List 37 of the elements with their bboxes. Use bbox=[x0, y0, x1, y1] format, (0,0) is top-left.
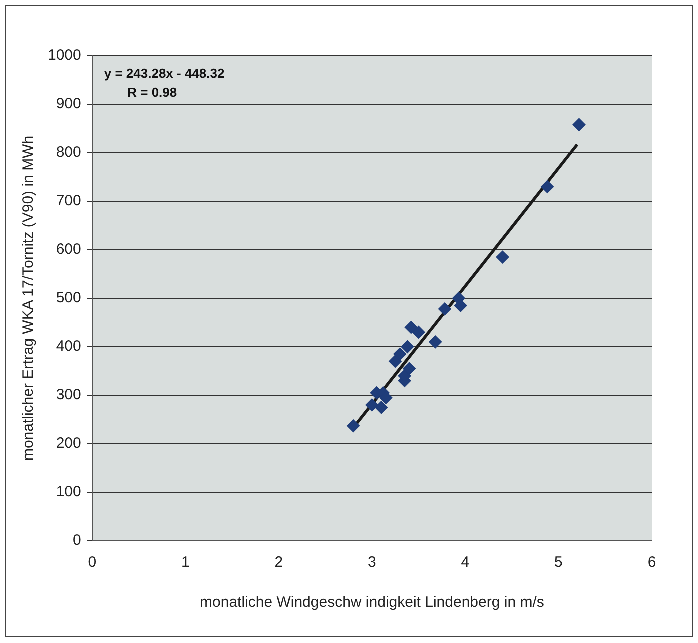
point bbox=[401, 340, 414, 354]
y-tick-label: 0 bbox=[73, 532, 82, 550]
point bbox=[454, 299, 468, 312]
point bbox=[438, 302, 452, 316]
y-tick-label: 300 bbox=[56, 386, 82, 404]
point bbox=[389, 355, 402, 368]
point bbox=[412, 326, 426, 339]
point bbox=[429, 336, 442, 349]
x-tick-label: 4 bbox=[461, 554, 470, 572]
y-tick-label: 1000 bbox=[48, 47, 82, 64]
point bbox=[572, 118, 586, 132]
x-tick-label: 3 bbox=[368, 554, 376, 572]
annotation: R = 0.98 bbox=[128, 85, 178, 100]
point bbox=[347, 420, 360, 433]
point bbox=[402, 362, 416, 376]
x-tick-label: 1 bbox=[181, 554, 190, 572]
x-tick-label: 5 bbox=[554, 554, 563, 572]
point bbox=[366, 398, 379, 412]
x-tick-label: 0 bbox=[88, 554, 97, 572]
y-tick-label: 900 bbox=[56, 96, 82, 113]
y-axis-title: monatlicher Ertrag WKA 17/Tornitz (V90) in MWh bbox=[20, 136, 38, 462]
point bbox=[375, 401, 388, 414]
y-tick-label: 800 bbox=[56, 144, 82, 162]
annotation: y = 243.28x - 448.32 bbox=[104, 66, 225, 82]
y-tick-label: 500 bbox=[56, 290, 82, 307]
x-axis-title: monatliche Windgeschw indigkeit Lindenberg in m/s bbox=[200, 594, 544, 612]
y-tick-label: 200 bbox=[56, 435, 82, 452]
point bbox=[394, 348, 407, 361]
y-tick-label: 400 bbox=[56, 338, 82, 356]
y-tick-label: 700 bbox=[56, 192, 82, 210]
point bbox=[496, 250, 510, 264]
point bbox=[404, 321, 418, 334]
x-tick-label: 2 bbox=[274, 554, 284, 572]
point bbox=[541, 180, 554, 194]
y-tick-label: 100 bbox=[56, 484, 82, 501]
x-tick-label: 6 bbox=[648, 554, 656, 572]
y-tick-label: 600 bbox=[56, 241, 82, 258]
